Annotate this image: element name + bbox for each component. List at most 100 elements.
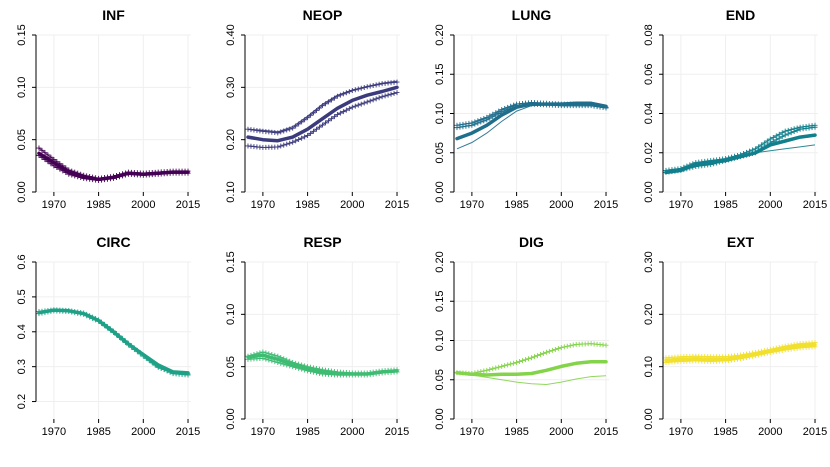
y-tick-label: 0.00 bbox=[16, 181, 28, 202]
series-point bbox=[54, 165, 60, 171]
series-point bbox=[78, 311, 84, 317]
series-point bbox=[761, 351, 767, 357]
series-point bbox=[358, 85, 364, 91]
panel-title: INF bbox=[102, 7, 125, 23]
series-point bbox=[743, 355, 749, 361]
y-tick-label: 0.30 bbox=[225, 77, 237, 98]
series-point bbox=[708, 162, 714, 168]
x-tick-label: 1970 bbox=[251, 199, 275, 211]
series-point bbox=[779, 347, 785, 353]
panel-title: END bbox=[726, 7, 756, 23]
series-point bbox=[496, 364, 502, 370]
series-point bbox=[791, 129, 797, 135]
series-point bbox=[54, 159, 60, 165]
series-point bbox=[278, 354, 284, 360]
series-point bbox=[714, 160, 720, 166]
series-point bbox=[320, 122, 325, 128]
series-point bbox=[764, 142, 770, 148]
y-tick-label: 0.10 bbox=[225, 304, 237, 325]
panel-resp: RESP 0.00 0.05 0.10 0.15 1970 1985 2000 2015 bbox=[225, 234, 409, 438]
series-point bbox=[69, 309, 75, 315]
series-point bbox=[546, 348, 552, 354]
panel-dig: DIG 0.00 0.05 0.10 0.15 0.20 1970 1985 2000 2015 bbox=[434, 234, 618, 438]
series-point bbox=[534, 353, 540, 359]
series-point bbox=[36, 152, 42, 158]
series-point bbox=[487, 367, 493, 373]
y-tick-label: 0.5 bbox=[16, 289, 28, 304]
x-axis: 1970 1985 2000 2015 bbox=[460, 419, 618, 438]
series-point bbox=[523, 357, 529, 363]
x-tick-label: 2015 bbox=[803, 426, 827, 438]
series-point bbox=[325, 118, 331, 124]
series-point bbox=[254, 351, 260, 357]
series-2 bbox=[456, 372, 607, 386]
series-point bbox=[493, 112, 499, 118]
series-point bbox=[290, 364, 296, 370]
panel-title: LUNG bbox=[512, 7, 552, 23]
x-tick-label: 1985 bbox=[713, 426, 737, 438]
series-point bbox=[394, 90, 400, 96]
x-tick-label: 2015 bbox=[176, 426, 200, 438]
series-point bbox=[278, 129, 284, 135]
panel-title: DIG bbox=[519, 234, 544, 250]
series-point bbox=[484, 367, 490, 373]
y-tick-label: 0.10 bbox=[434, 330, 446, 351]
series-point bbox=[51, 163, 57, 169]
series-point bbox=[325, 99, 331, 105]
panel-title: NEOP bbox=[303, 7, 343, 23]
x-axis: 1970 1985 2000 2015 bbox=[460, 192, 618, 211]
y-tick-label: 0.20 bbox=[643, 304, 655, 325]
x-tick-label: 1970 bbox=[42, 426, 66, 438]
series-point bbox=[42, 150, 48, 156]
series-point bbox=[299, 135, 305, 141]
series-point bbox=[161, 367, 167, 373]
series-point bbox=[746, 151, 752, 157]
series-point bbox=[36, 145, 42, 151]
series-point bbox=[66, 167, 72, 173]
series-point bbox=[302, 134, 308, 140]
series-point bbox=[687, 165, 693, 171]
series-point bbox=[484, 117, 490, 123]
y-tick-label: 0.20 bbox=[434, 24, 446, 45]
y-tick-label: 0.05 bbox=[225, 356, 237, 377]
series-point bbox=[752, 150, 758, 156]
series-point bbox=[729, 156, 735, 162]
series-point bbox=[779, 134, 785, 140]
series-point bbox=[454, 125, 460, 131]
series-point bbox=[320, 103, 325, 109]
series-point bbox=[48, 154, 54, 160]
series-point bbox=[349, 104, 355, 110]
series-point bbox=[346, 89, 352, 95]
series-point bbox=[358, 101, 364, 107]
series-point bbox=[272, 352, 278, 358]
series-point bbox=[293, 360, 299, 366]
series-point bbox=[481, 368, 487, 374]
series-point bbox=[526, 356, 532, 362]
series-point bbox=[48, 161, 54, 167]
series-point bbox=[275, 130, 281, 136]
series-point bbox=[269, 358, 275, 364]
series-point bbox=[69, 172, 75, 178]
series-point bbox=[540, 350, 546, 356]
series-point bbox=[314, 370, 320, 376]
series-point bbox=[776, 135, 782, 141]
series-line bbox=[38, 310, 189, 375]
series-point bbox=[296, 121, 302, 127]
x-tick-label: 1970 bbox=[669, 199, 693, 211]
series-point bbox=[75, 174, 81, 180]
series-point bbox=[296, 365, 302, 371]
series-point bbox=[314, 126, 320, 132]
series-point bbox=[308, 112, 314, 118]
series-point bbox=[388, 91, 394, 97]
series-point bbox=[278, 143, 284, 149]
series-point bbox=[367, 98, 373, 104]
series-point bbox=[299, 362, 305, 368]
series-point bbox=[167, 369, 173, 375]
series-point bbox=[84, 313, 90, 319]
series-point bbox=[749, 151, 755, 157]
series-point bbox=[314, 107, 320, 113]
x-tick-label: 2000 bbox=[340, 426, 364, 438]
panel-title: EXT bbox=[727, 234, 755, 250]
series-point bbox=[508, 361, 514, 367]
